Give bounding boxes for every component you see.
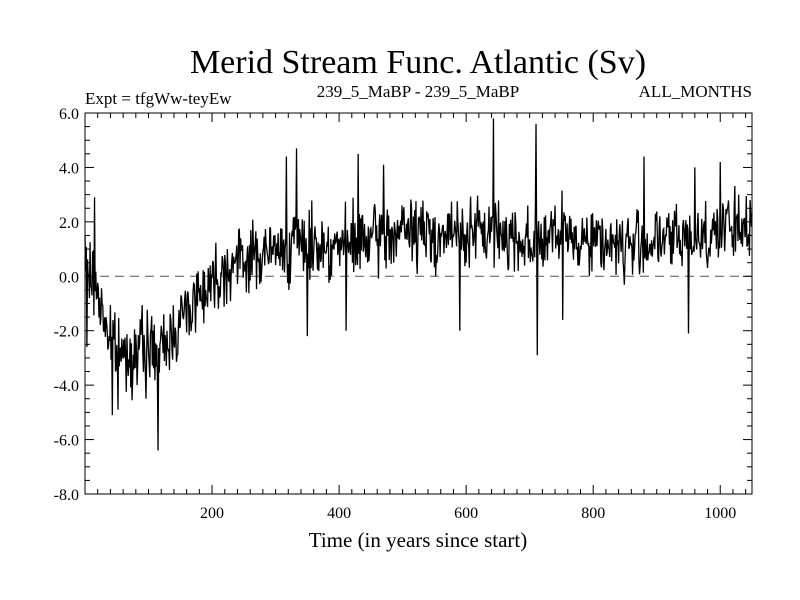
months-label: ALL_MONTHS xyxy=(639,82,752,101)
y-tick-label: 0.0 xyxy=(59,269,79,286)
x-tick-label: 1000 xyxy=(704,505,736,522)
x-tick-label: 200 xyxy=(200,505,224,522)
y-tick-label: 4.0 xyxy=(59,160,79,177)
y-tick-label: 2.0 xyxy=(59,215,79,232)
x-axis-label: Time (in years since start) xyxy=(309,528,528,552)
y-tick-label: 6.0 xyxy=(59,106,79,123)
chart-title: Merid Stream Func. Atlantic (Sv) xyxy=(190,44,646,81)
y-tick-label: -8.0 xyxy=(54,487,79,504)
y-tick-label: -4.0 xyxy=(54,378,79,395)
y-tick-label: -6.0 xyxy=(54,433,79,450)
y-tick-label: -2.0 xyxy=(54,324,79,341)
x-tick-label: 400 xyxy=(327,505,351,522)
x-tick-label: 800 xyxy=(581,505,605,522)
period-label: 239_5_MaBP - 239_5_MaBP xyxy=(317,82,519,101)
series-line-amoc xyxy=(84,118,753,451)
x-tick-label: 600 xyxy=(454,505,478,522)
experiment-label: Expt = tfgWw-teyEw xyxy=(85,89,232,108)
